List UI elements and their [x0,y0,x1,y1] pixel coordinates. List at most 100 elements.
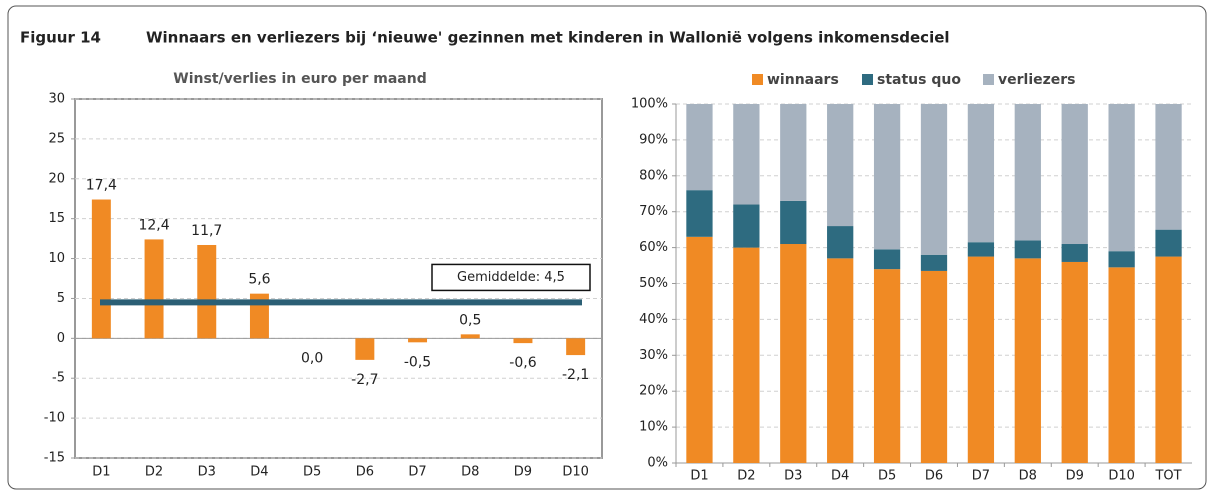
bar-segment [733,247,760,463]
legend-swatch [862,74,873,85]
y-tick-label: -5 [52,371,65,386]
bar-segment [733,104,760,205]
bar-segment [1014,240,1041,259]
y-tick-label: 10% [639,420,668,435]
x-tick-label: D9 [1066,469,1084,484]
y-tick-label: 40% [639,312,668,327]
y-tick-label: 15 [48,211,65,226]
x-tick-label: D2 [737,469,755,484]
y-tick-label: 30% [639,348,668,363]
value-label: -2,7 [351,372,378,388]
x-tick-label: D4 [831,469,849,484]
bar [460,334,480,339]
bar-segment [1155,104,1182,230]
mean-label-box [431,263,591,292]
value-label: 0,0 [301,350,323,366]
bar-segment [1108,267,1135,463]
y-tick-label: 70% [639,204,668,219]
y-tick-label: 60% [639,240,668,255]
bar-segment [1014,258,1041,463]
x-tick-label: D7 [972,469,990,484]
y-tick-label: 20% [639,384,668,399]
bar-segment [1155,256,1182,463]
x-tick-label: D3 [784,469,802,484]
value-label: -2,1 [562,367,589,383]
bar [355,338,375,360]
value-label: 11,7 [191,223,222,239]
bar-segment [967,242,995,257]
y-tick-label: 100% [631,97,668,112]
bar [91,199,111,339]
y-tick-label: 80% [639,168,668,183]
y-tick-label: 5 [57,291,65,306]
bar-segment [1014,104,1041,241]
x-tick-label: D6 [356,465,374,480]
x-tick-label: D1 [690,469,708,484]
legend-label: verliezers [998,72,1076,88]
x-tick-label: TOT [1154,469,1181,484]
bar-segment [733,204,760,248]
bar-segment [686,236,713,463]
x-tick-label: D2 [145,465,163,480]
plot-area [74,98,603,459]
bar-segment [1108,104,1135,252]
bar-segment [967,256,995,463]
value-label: -0,5 [404,354,431,370]
y-tick-label: 90% [639,132,668,147]
bar [566,338,586,356]
value-label: -0,6 [509,355,536,371]
x-tick-label: D6 [925,469,943,484]
bar-segment [1061,244,1088,262]
x-tick-label: D3 [198,465,216,480]
bar-segment [873,104,901,250]
y-tick-label: 10 [48,251,65,266]
chart-title: Winst/verlies in euro per maand [173,71,426,87]
value-label: 12,4 [138,217,169,233]
legend-label: winnaars [767,72,839,88]
y-tick-label: -15 [44,451,65,466]
bar-segment [1061,104,1088,245]
bar-segment [780,200,807,245]
x-tick-label: D4 [250,465,268,480]
value-label: 0,5 [459,312,481,328]
bar-segment [920,254,948,271]
value-label: 17,4 [86,178,117,194]
bar-segment [967,104,995,243]
x-tick-label: D5 [878,469,896,484]
figure-label: Figuur 14 [20,29,101,47]
bar [144,239,164,339]
x-tick-label: D10 [562,465,589,480]
x-tick-label: D8 [1019,469,1037,484]
x-tick-label: D8 [461,465,479,480]
bar-segment [827,104,854,227]
x-tick-label: D7 [408,465,426,480]
bar-segment [873,269,901,463]
bar-segment [780,244,807,463]
x-tick-label: D5 [303,465,321,480]
y-tick-label: 30 [48,92,65,107]
legend-label: status quo [877,72,961,88]
bar-segment [1155,229,1182,257]
bar-segment [686,104,713,191]
y-tick-label: 0 [57,331,65,346]
frame [7,5,1207,490]
value-label: 5,6 [248,272,270,288]
y-tick-label: 25 [48,131,65,146]
bar-segment [827,258,854,463]
bar-segment [1061,261,1088,463]
bar-segment [1108,251,1135,268]
bar-segment [873,249,901,270]
bar-segment [920,104,948,255]
x-tick-label: D1 [92,465,110,480]
x-tick-label: D10 [1108,469,1135,484]
bar [197,244,217,339]
x-tick-label: D9 [514,465,532,480]
y-tick-label: 20 [48,171,65,186]
legend-swatch [983,74,994,85]
bar [408,338,428,343]
y-tick-label: 0% [647,456,668,471]
legend-swatch [752,74,763,85]
bar-segment [827,226,854,259]
bar-segment [920,270,948,463]
